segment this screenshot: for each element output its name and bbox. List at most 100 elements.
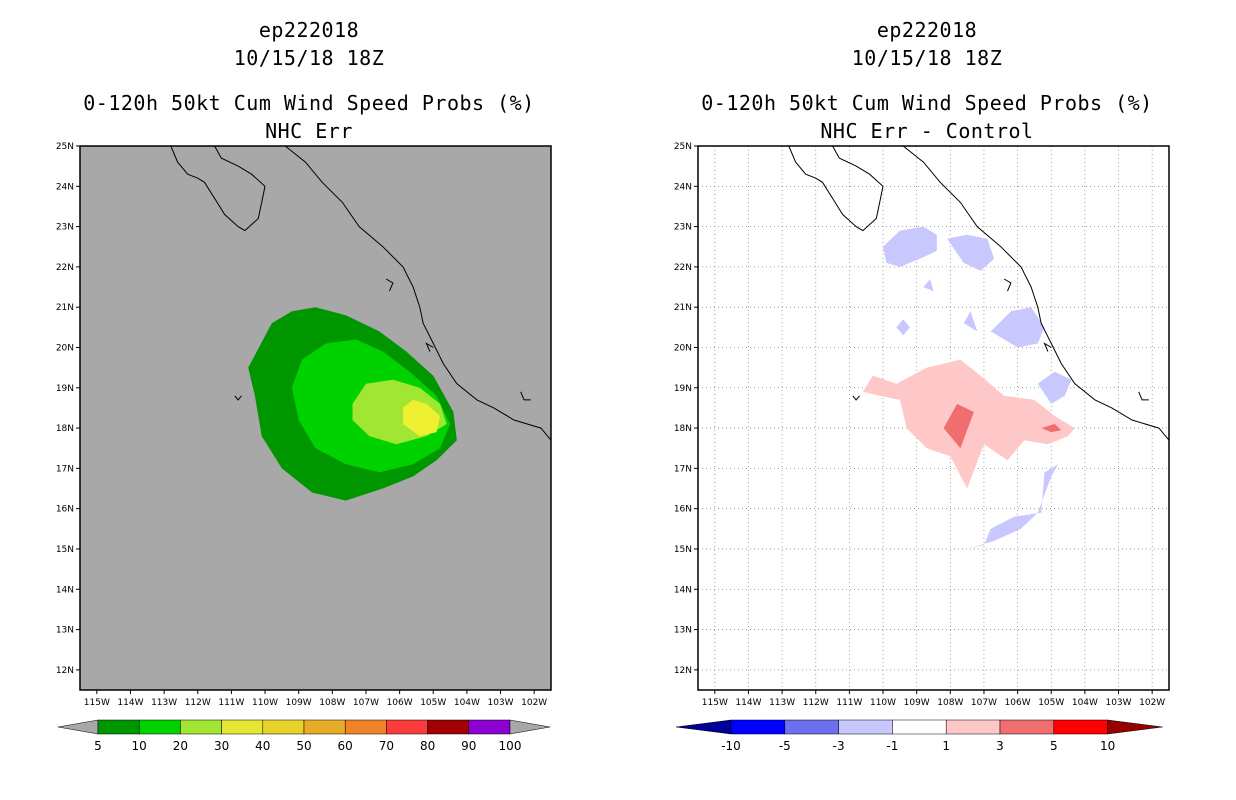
x-tick-label: 112W (185, 698, 211, 708)
island (1138, 391, 1149, 401)
colorbar-label: 80 (420, 739, 435, 753)
baja-coastline (788, 145, 884, 232)
colorbar-box (945, 719, 1001, 735)
colorbar-label: 10 (1100, 739, 1115, 753)
y-tick-label: 14N (674, 585, 692, 595)
storm-id: ep222018 (876, 18, 978, 42)
x-tick-label: 106W (1005, 698, 1031, 708)
colorbar-label: -3 (833, 739, 845, 753)
contour--3_-1 (963, 311, 978, 332)
contour--3_-1 (990, 307, 1045, 348)
plot-frame (697, 145, 1170, 691)
colorbar-label: 5 (1050, 739, 1058, 753)
chart-subtitle: NHC Err - Control (820, 119, 1034, 143)
y-tick-label: 23N (56, 223, 74, 233)
colorbar-box (892, 719, 947, 735)
colorbar-label: 70 (379, 739, 394, 753)
contour-3_5 (943, 403, 974, 449)
colorbar-box (180, 719, 222, 735)
colorbar-label: -1 (886, 739, 898, 753)
x-tick-label: 102W (521, 698, 547, 708)
x-tick-label: 104W (1072, 698, 1098, 708)
datetime: 10/15/18 18Z (233, 46, 385, 70)
y-tick-label: 19N (674, 384, 692, 394)
x-tick-label: 110W (870, 698, 896, 708)
colorbar-box (784, 719, 839, 735)
colorbar-box (386, 719, 428, 735)
colorbar-label: 10 (132, 739, 147, 753)
chart-subtitle: NHC Err (265, 119, 353, 143)
colorbar-box (303, 719, 346, 735)
y-tick-label: 22N (674, 263, 692, 273)
y-tick-label: 20N (56, 343, 74, 353)
colorbar-triangle-left (675, 719, 732, 735)
island (520, 391, 531, 401)
baja-coastline (170, 145, 266, 232)
island (385, 278, 394, 292)
colorbar-box (468, 719, 511, 735)
x-tick-label: 115W (84, 698, 110, 708)
colorbar-label: 30 (214, 739, 229, 753)
x-tick-label: 103W (487, 698, 513, 708)
contour--3_-1 (967, 464, 1058, 549)
left-panel: ep222018 10/15/18 18Z 0-120h 50kt Cum Wi… (56, 18, 552, 753)
colorbar-triangle-right (1107, 719, 1163, 735)
colorbar-box (1053, 719, 1108, 735)
right-map: 115W 114W 113W 112W 111W 110W 109W 108W 107W 106W… (674, 142, 1170, 753)
colorbar-triangle-left (57, 719, 99, 735)
colorbar-box (838, 719, 893, 735)
island (1003, 278, 1012, 292)
y-tick-label: 13N (674, 626, 692, 636)
plot-frame (79, 145, 552, 691)
x-tick-label: 113W (151, 698, 177, 708)
y-tick-label: 15N (56, 545, 74, 555)
mainland-coastline (284, 145, 552, 441)
contour--3_-1 (923, 279, 934, 292)
y-tick-label: 14N (56, 585, 74, 595)
x-tick-label: 103W (1105, 698, 1131, 708)
colorbar-triangle-right (509, 719, 551, 735)
contour-3_5 (1041, 424, 1062, 433)
colorbar-label: 5 (94, 739, 102, 753)
x-tick-label: 110W (252, 698, 278, 708)
y-tick-label: 24N (674, 182, 692, 192)
y-tick-label: 23N (674, 223, 692, 233)
island (234, 395, 242, 401)
y-tick-label: 13N (56, 626, 74, 636)
x-tick-label: 107W (971, 698, 997, 708)
x-tick-label: 111W (836, 698, 862, 708)
colorbar-label: 100 (499, 739, 522, 753)
colorbar-box (999, 719, 1055, 735)
y-tick-label: 17N (56, 464, 74, 474)
y-tick-label: 21N (674, 303, 692, 313)
colorbar-box (262, 719, 305, 735)
x-tick-label: 114W (735, 698, 761, 708)
x-tick-label: 108W (937, 698, 963, 708)
island (852, 395, 860, 401)
x-tick-label: 105W (420, 698, 446, 708)
x-tick-label: 108W (319, 698, 345, 708)
chart-title: 0-120h 50kt Cum Wind Speed Probs (%) (83, 91, 535, 115)
x-tick-label: 104W (454, 698, 480, 708)
colorbar-label: 3 (996, 739, 1004, 753)
y-tick-label: 15N (674, 545, 692, 555)
x-tick-label: 115W (702, 698, 728, 708)
contour-30-40 (403, 399, 440, 437)
x-tick-label: 107W (353, 698, 379, 708)
right-panel: ep222018 10/15/18 18Z 0-120h 50kt Cum Wi… (618, 0, 1236, 800)
datetime: 10/15/18 18Z (851, 46, 1003, 70)
colorbar-label: 90 (461, 739, 476, 753)
colorbar-label: 1 (942, 739, 950, 753)
island (1043, 342, 1052, 352)
y-tick-label: 18N (56, 424, 74, 434)
colorbar-label: 40 (255, 739, 270, 753)
y-tick-label: 25N (674, 142, 692, 152)
y-tick-label: 17N (674, 464, 692, 474)
colorbar-label: 20 (173, 739, 188, 753)
contour--3_-1 (947, 234, 995, 271)
contour--3_-1 (1037, 371, 1072, 404)
colorbar-box (97, 719, 140, 735)
colorbar-box (221, 719, 264, 735)
y-tick-label: 12N (56, 666, 74, 676)
x-tick-label: 113W (769, 698, 795, 708)
